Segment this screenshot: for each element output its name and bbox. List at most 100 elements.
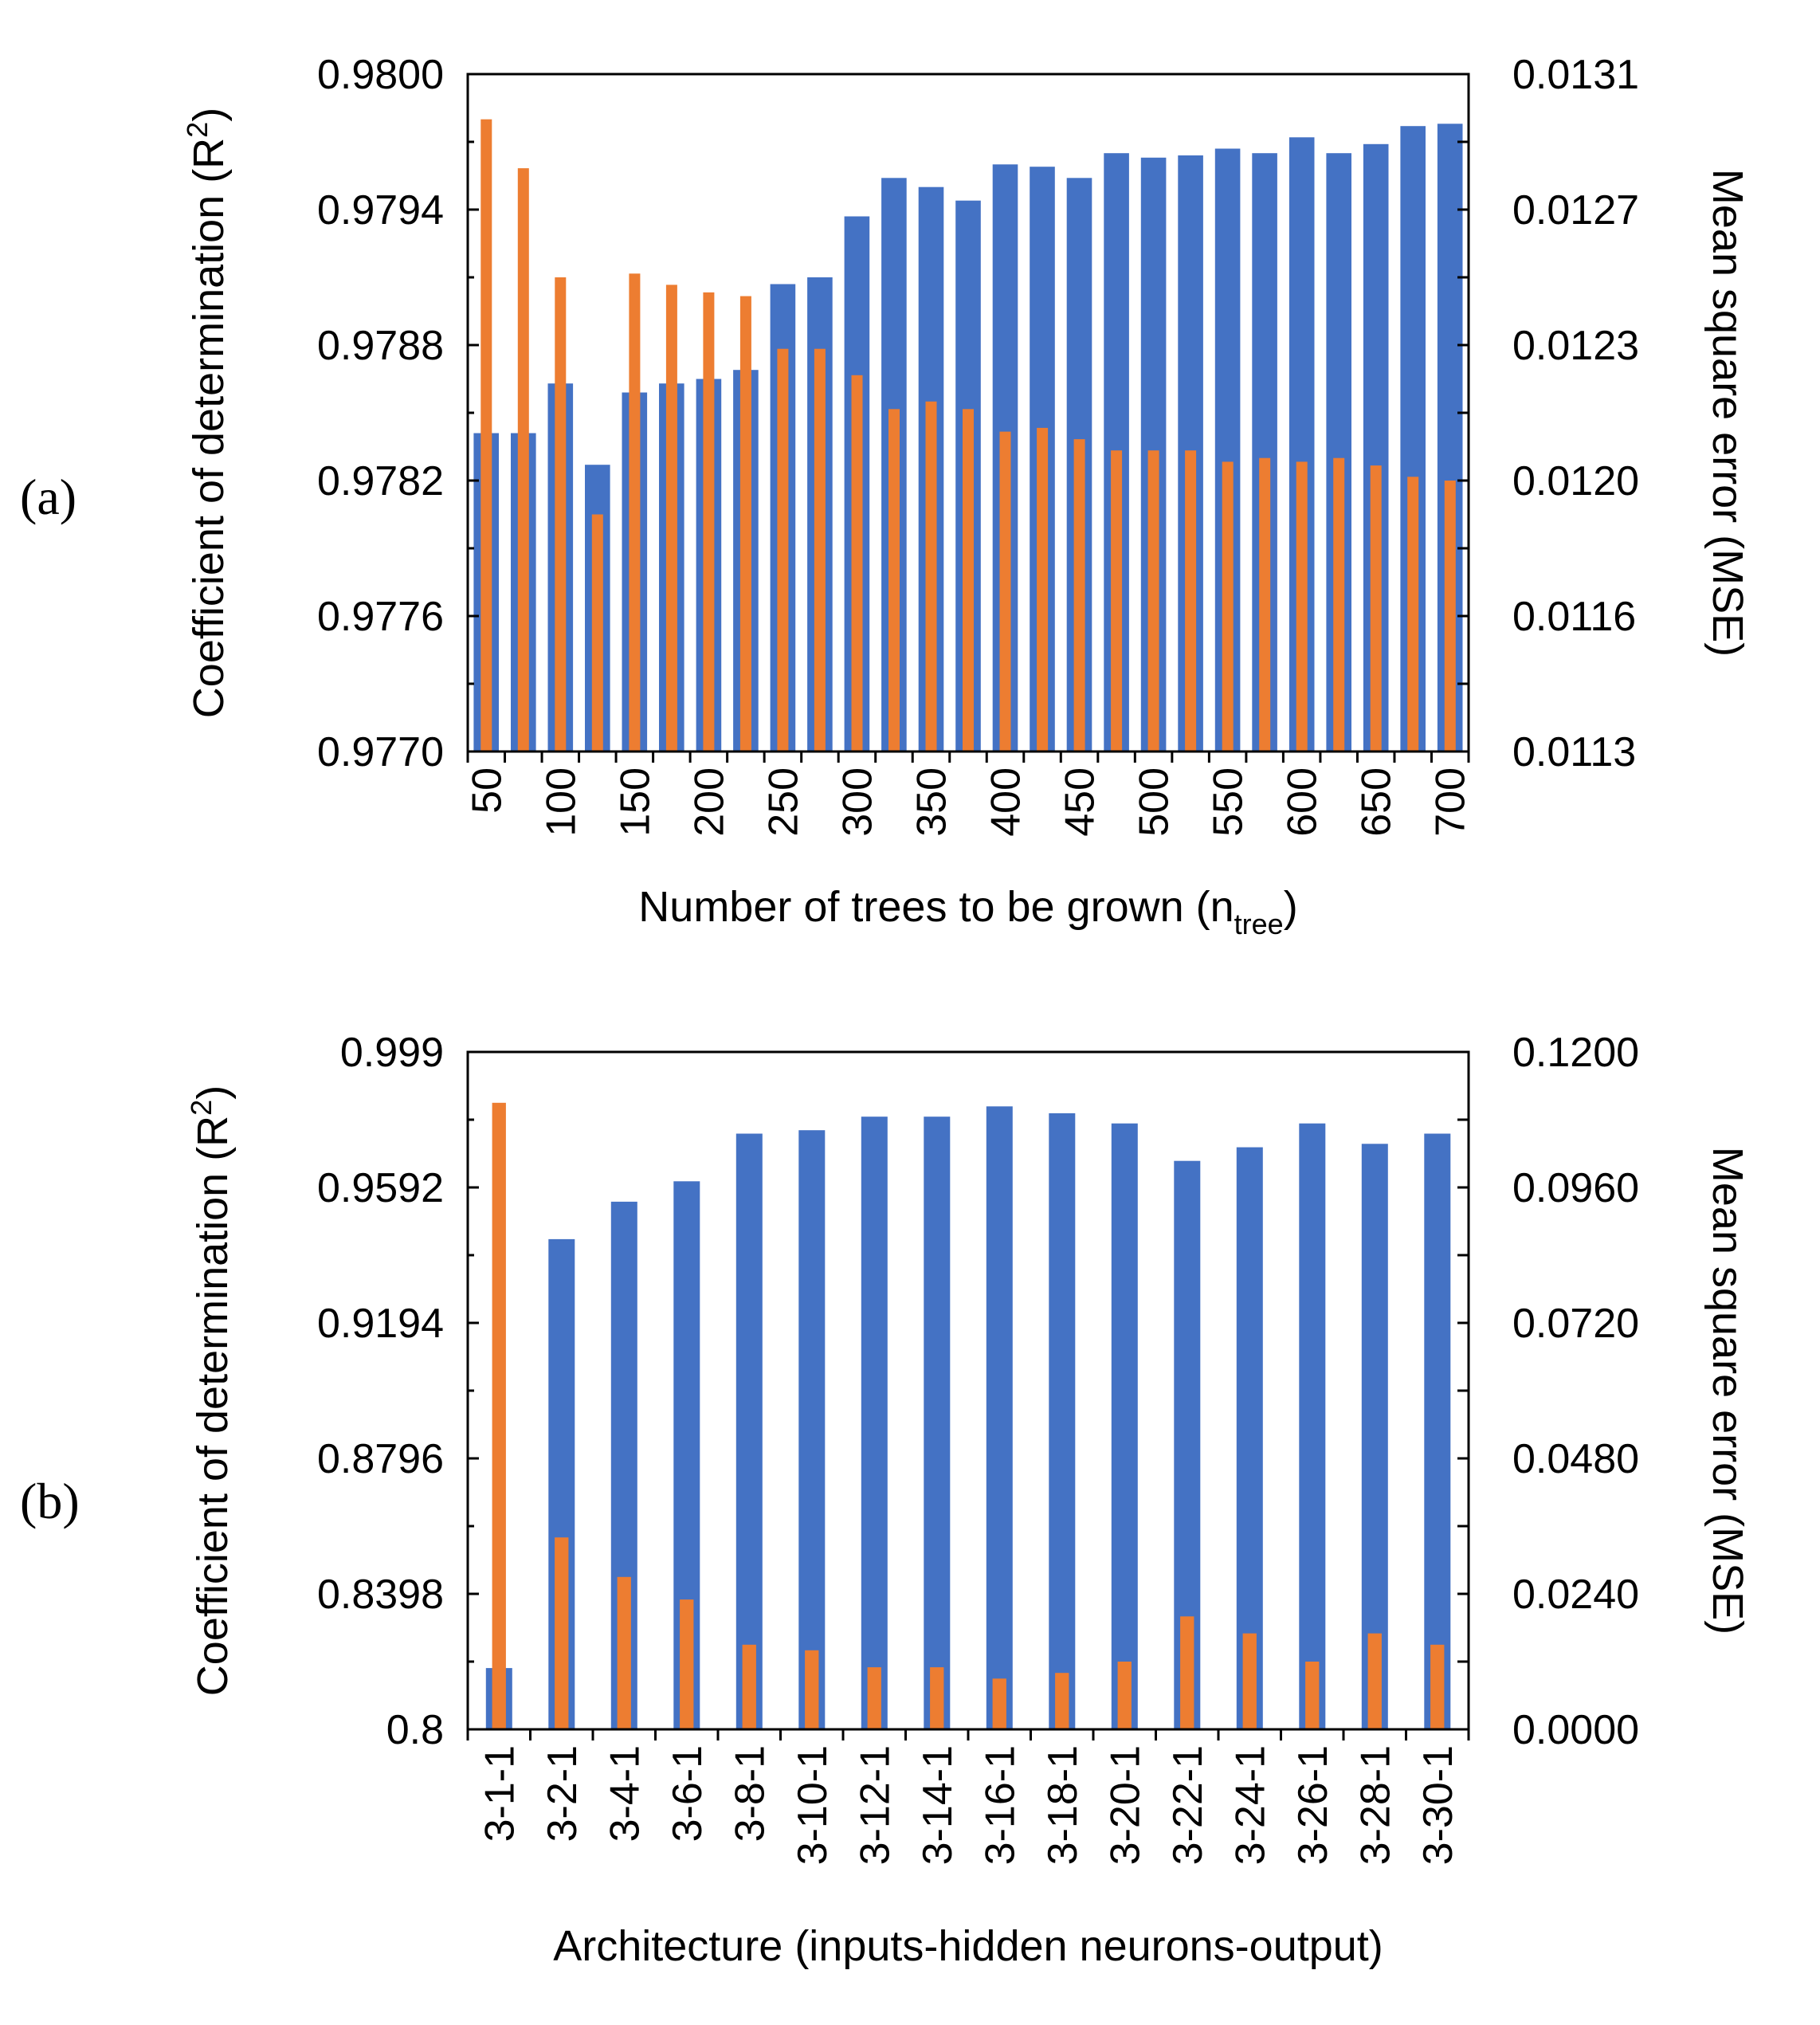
bar-mse-3-20-1: [1117, 1662, 1132, 1729]
x-tick-label: 3-30-1: [1415, 1745, 1461, 1865]
bar-r2-3-12-1: [861, 1116, 888, 1729]
x-tick-label: 250: [760, 767, 806, 837]
bar-mse-3-12-1: [867, 1667, 881, 1729]
right-tick-label: 0.0240: [1512, 1572, 1639, 1618]
x-tick-label: 3-10-1: [790, 1745, 836, 1865]
bar-r2-3-10-1: [798, 1130, 826, 1729]
left-tick-label: 0.8796: [317, 1436, 444, 1482]
panel-b: (b) 0.8 0.8398 0.8796 0.9194 0.9592 0.999 0.0…: [20, 1030, 1751, 1970]
bar-mse-375: [963, 409, 974, 752]
left-tick-label: 0.9770: [317, 729, 444, 775]
bar-mse-3-6-1: [680, 1599, 694, 1729]
x-tick-label: 450: [1057, 767, 1104, 837]
bar-mse-250: [777, 348, 789, 752]
x-tick-label: 200: [686, 767, 732, 837]
panel-a-bars: [473, 119, 1463, 752]
bar-mse-600: [1296, 461, 1308, 752]
bar-mse-300: [851, 375, 863, 752]
bar-mse-425: [1037, 427, 1049, 752]
x-tick-label: 700: [1428, 767, 1474, 837]
left-tick-label: 0.999: [340, 1030, 444, 1076]
panel-b-x-axis-title: Architecture (inputs-hidden neurons-outp…: [553, 1922, 1383, 1970]
right-tick-label: 0.0123: [1512, 323, 1639, 369]
x-tick-label: 3-20-1: [1102, 1745, 1148, 1865]
panel-b-left-axis-title: Coefficient of determination (R2): [185, 1085, 237, 1696]
panel-a-right-ticks: 0.0113 0.0116 0.0120 0.0123 0.0127 0.0131: [1457, 52, 1639, 775]
panel-b-left-ticks: 0.8 0.8398 0.8796 0.9194 0.9592 0.999: [317, 1030, 479, 1753]
bar-mse-525: [1185, 450, 1197, 752]
right-tick-label: 0.0120: [1512, 458, 1639, 504]
panel-a: (a) 0.9770 0.9776 0.9782 0.9788 0.9794 0.9800…: [20, 52, 1751, 940]
bar-mse-3-26-1: [1305, 1662, 1320, 1729]
bar-mse-575: [1259, 457, 1271, 752]
bar-mse-650: [1370, 465, 1382, 752]
panel-a-x-ticks: 50 100 150 200 250 300 350 400 450 500 550 600 650 70…: [464, 752, 1474, 837]
x-tick-label: 100: [538, 767, 584, 837]
bar-mse-150: [629, 273, 641, 752]
x-tick-label: 3-4-1: [602, 1745, 648, 1842]
x-tick-label: 3-28-1: [1352, 1745, 1398, 1865]
panel-b-label: (b): [20, 1473, 80, 1529]
bar-mse-3-4-1: [617, 1576, 631, 1730]
x-tick-label: 3-2-1: [539, 1745, 586, 1842]
x-tick-label: 3-26-1: [1290, 1745, 1336, 1865]
x-tick-label: 3-16-1: [977, 1745, 1023, 1865]
bar-mse-3-10-1: [805, 1650, 819, 1729]
bar-mse-625: [1333, 457, 1345, 752]
bar-mse-3-18-1: [1055, 1673, 1069, 1729]
bar-r2-3-24-1: [1236, 1147, 1263, 1729]
left-tick-label: 0.9788: [317, 323, 444, 369]
bar-mse-100: [555, 277, 567, 752]
bar-mse-550: [1222, 461, 1234, 752]
x-tick-label: 3-1-1: [477, 1745, 523, 1842]
x-tick-label: 3-6-1: [665, 1745, 711, 1842]
left-tick-label: 0.9776: [317, 594, 444, 640]
x-tick-label: 350: [909, 767, 955, 837]
right-tick-label: 0.0113: [1512, 729, 1636, 775]
right-tick-label: 0.0720: [1512, 1301, 1639, 1347]
bar-mse-275: [814, 348, 826, 752]
bar-mse-3-30-1: [1430, 1644, 1445, 1730]
panel-a-left-ticks: 0.9770 0.9776 0.9782 0.9788 0.9794 0.9800: [317, 52, 479, 775]
bar-mse-3-24-1: [1242, 1633, 1257, 1729]
left-tick-label: 0.9794: [317, 187, 444, 234]
bar-mse-3-14-1: [930, 1667, 944, 1729]
x-tick-label: 3-12-1: [852, 1745, 898, 1865]
bar-r2-3-18-1: [1049, 1113, 1076, 1729]
x-tick-label: 500: [1132, 767, 1178, 837]
bar-r2-3-28-1: [1361, 1144, 1388, 1729]
x-tick-label: 3-24-1: [1227, 1745, 1273, 1865]
bar-mse-225: [739, 296, 751, 752]
bar-mse-75: [517, 168, 529, 752]
bar-r2-3-20-1: [1111, 1123, 1138, 1729]
panel-b-x-ticks: 3-1-1 3-2-1 3-4-1 3-6-1 3-8-1 3-10-1 3-12-1 3-1…: [466, 1729, 1470, 1865]
bar-r2-3-26-1: [1299, 1123, 1326, 1729]
left-tick-label: 0.9800: [317, 52, 444, 98]
left-tick-label: 0.9782: [317, 458, 444, 504]
panel-a-right-axis-title: Mean square error (MSE): [1704, 169, 1751, 657]
panel-b-right-ticks: 0.0000 0.0240 0.0480 0.0720 0.0960 0.1200: [1457, 1030, 1639, 1753]
right-tick-label: 0.0480: [1512, 1436, 1639, 1482]
x-tick-label: 650: [1354, 767, 1400, 837]
panel-a-label: (a): [20, 469, 76, 525]
bar-mse-200: [703, 292, 715, 752]
bar-r2-3-8-1: [735, 1133, 763, 1729]
bar-mse-3-16-1: [992, 1678, 1006, 1730]
bar-mse-3-22-1: [1180, 1616, 1194, 1729]
bar-mse-400: [999, 431, 1011, 752]
x-tick-label: 300: [834, 767, 881, 837]
x-tick-label: 3-18-1: [1040, 1745, 1086, 1865]
right-tick-label: 0.0960: [1512, 1165, 1639, 1211]
x-tick-label: 3-22-1: [1165, 1745, 1211, 1865]
bar-mse-675: [1407, 477, 1419, 752]
panel-b-right-axis-title: Mean square error (MSE): [1704, 1147, 1751, 1635]
bar-r2-3-30-1: [1424, 1133, 1451, 1729]
panel-b-bars: [485, 1102, 1451, 1730]
bar-mse-3-1-1: [492, 1102, 506, 1730]
left-tick-label: 0.9592: [317, 1165, 444, 1211]
bar-mse-700: [1444, 481, 1456, 752]
bar-r2-3-14-1: [924, 1116, 951, 1729]
x-tick-label: 3-14-1: [915, 1745, 961, 1865]
x-tick-label: 150: [612, 767, 658, 837]
